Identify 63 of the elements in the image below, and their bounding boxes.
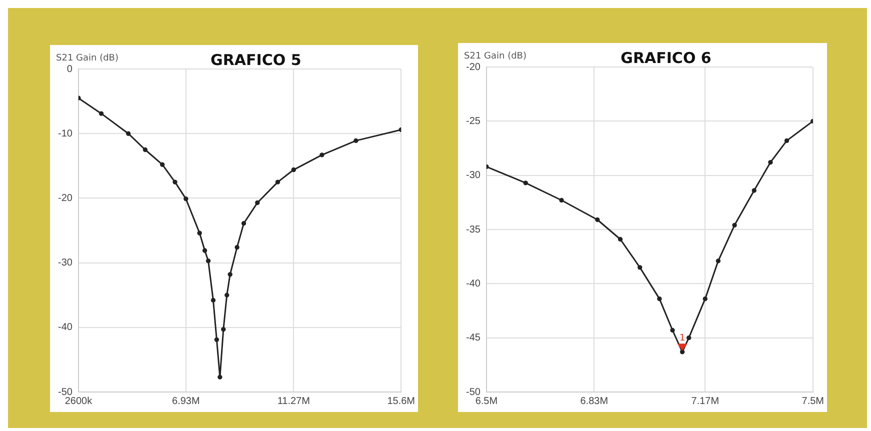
y-tick-label: 0 (66, 64, 73, 75)
point (354, 138, 358, 144)
point (559, 198, 564, 203)
chart-title: GRAFICO 5 (210, 50, 302, 69)
y-tick-label: -35 (466, 224, 481, 236)
point (657, 296, 662, 302)
y-tick-label: -40 (58, 322, 73, 334)
point (197, 230, 202, 236)
point (618, 236, 623, 242)
point (732, 222, 737, 228)
point (206, 258, 211, 264)
x-tick-label: 15.6M (387, 396, 415, 407)
point (241, 221, 246, 226)
point (716, 258, 721, 264)
point (784, 138, 790, 144)
y-tick-label: -10 (58, 128, 73, 140)
point (320, 152, 324, 158)
x-tick-label: 6.93M (172, 396, 200, 407)
y-axis-title: S21 Gain (dB) (56, 53, 118, 64)
chart-title: GRAFICO 6 (620, 48, 712, 67)
point (670, 328, 675, 333)
x-tick-label: 7.5M (802, 396, 824, 407)
y-tick-label: -20 (466, 62, 481, 73)
annotation: 1 (679, 334, 686, 344)
point (686, 335, 692, 340)
y-tick-label: -20 (58, 192, 73, 204)
point (228, 272, 232, 277)
point (291, 167, 296, 172)
point (126, 131, 131, 136)
point (702, 296, 708, 302)
x-tick-label: 7.17M (691, 396, 720, 407)
point (214, 337, 220, 342)
y-tick-label: -50 (58, 386, 73, 398)
point (224, 292, 230, 298)
y-tick-label: -45 (466, 332, 481, 344)
x-tick-label: 2600k (64, 396, 94, 407)
point (210, 298, 216, 303)
point (680, 350, 685, 354)
point (184, 196, 188, 202)
point (275, 180, 280, 184)
point (172, 180, 178, 184)
x-tick-label: 6.5M (475, 396, 498, 407)
point (523, 180, 528, 186)
y-tick-label: -50 (466, 386, 481, 398)
y-tick-label: -25 (466, 116, 481, 127)
y-axis-title: S21 Gain (dB) (464, 51, 526, 62)
point (202, 248, 208, 253)
x-tick-label: 6.83M (580, 396, 608, 407)
point (595, 217, 600, 222)
point (768, 160, 773, 165)
point (142, 147, 148, 152)
y-tick-label: -40 (466, 278, 481, 290)
point (218, 374, 222, 380)
point (98, 111, 104, 116)
point (752, 188, 756, 193)
point (638, 265, 642, 270)
point (160, 162, 165, 167)
x-tick-label: 11.27M (277, 396, 310, 407)
y-tick-label: -30 (466, 170, 481, 182)
point (221, 326, 226, 332)
point (255, 200, 260, 206)
y-tick-label: -30 (58, 258, 73, 269)
point (234, 244, 240, 250)
